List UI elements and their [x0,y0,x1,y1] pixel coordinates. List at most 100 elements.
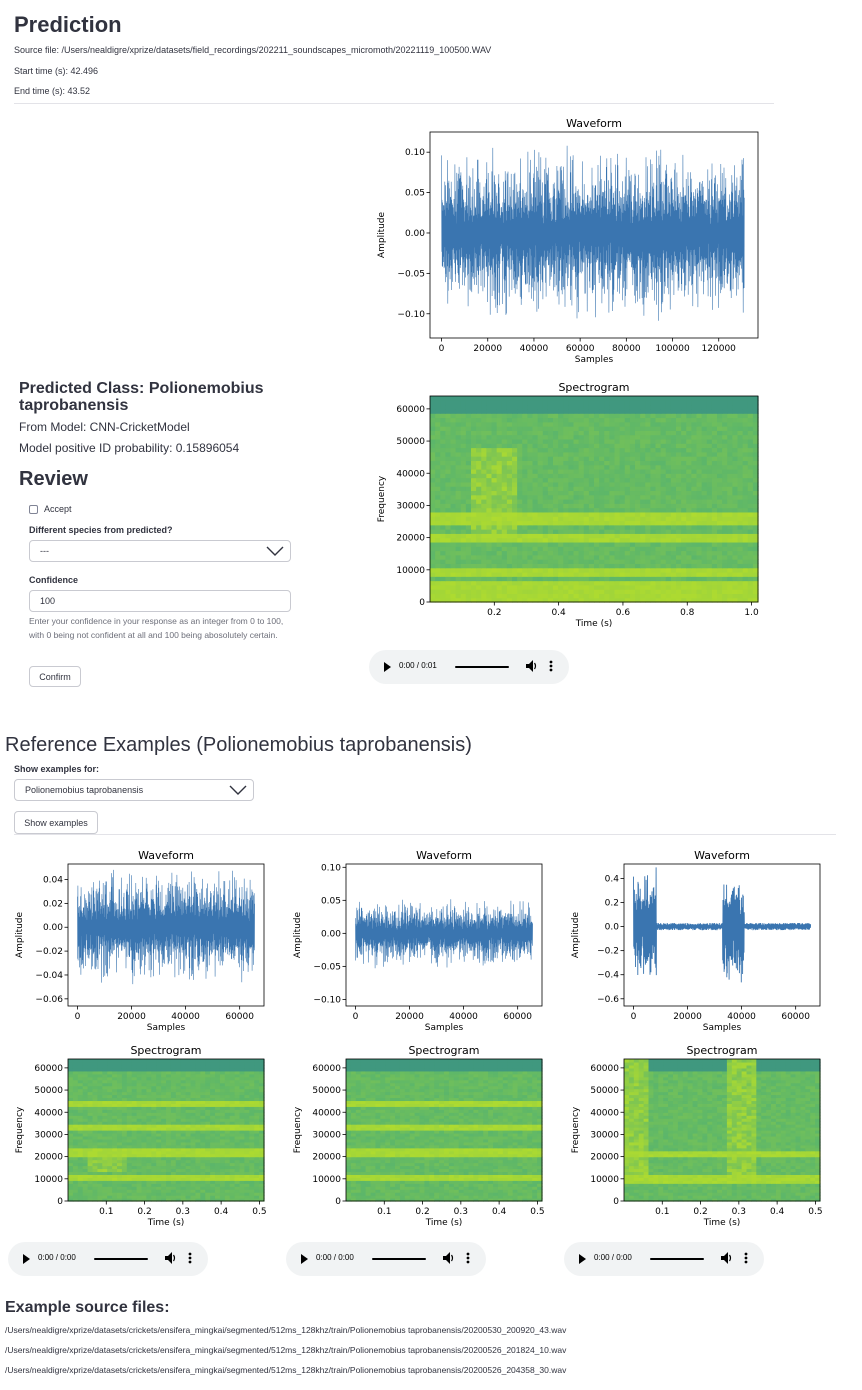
spectrogram-cell [686,486,692,492]
spectrogram-cell [578,559,585,564]
spectrogram-cell [691,499,698,504]
spectrogram-cell [583,456,590,461]
spectrogram-cell [517,546,523,552]
spectrogram-cell [121,1165,128,1170]
spectrogram-cell [635,447,641,453]
spectrogram-cell [583,396,590,401]
spectrogram-cell [180,1106,187,1110]
main-audio-player[interactable]: 0:00 / 0:01 [369,650,569,684]
spectrogram-cell [219,1088,226,1093]
spectrogram-cell [72,1091,79,1096]
spectrogram-cell [491,426,498,431]
spectrogram-cell [588,426,595,431]
spectrogram-cell [486,430,493,436]
spectrogram-cell [156,1115,162,1119]
spectrogram-cell [87,1138,94,1143]
spectrogram-cell [68,1070,74,1075]
spectrogram-cell [635,554,641,560]
spectrogram-cell [440,434,446,440]
spectrogram-cell [229,1138,236,1143]
spectrogram-cell [244,1097,250,1102]
spectrogram-cell [496,396,503,401]
spectrogram-cell [465,430,472,436]
spectrogram-cell [568,456,575,461]
spectrogram-cell [107,1082,113,1087]
spectrogram-cell [151,1132,157,1137]
spectrogram-cell [747,511,754,517]
spectrogram-cell [166,1103,172,1107]
spectrogram-cell [752,511,759,517]
accept-checkbox-row[interactable]: Accept [29,504,72,514]
spectrogram-cell [645,417,651,423]
spectrogram-cell [665,481,672,487]
spectrogram-cell [670,597,677,603]
spectrogram-cell [112,1088,118,1093]
spectrogram-cell [219,1162,226,1167]
spectrogram-cell [660,473,667,479]
spectrogram-cell [180,1198,187,1202]
spectrogram-cell [496,490,503,496]
spectrogram-cell [435,524,441,530]
spectrogram-cell [450,451,457,457]
spectrogram-cell [435,503,441,509]
spectrogram-cell [568,490,575,496]
spectrogram-cell [175,1106,182,1110]
spectrogram-cell [701,408,708,414]
spectrogram-cell [244,1150,250,1155]
spectrogram-cell [532,511,539,517]
volume-icon[interactable] [525,659,537,673]
spectrogram-cell [681,584,687,590]
spectrogram-cell [594,481,600,487]
spectrogram-cell [141,1109,147,1113]
spectrogram-cell [701,507,708,513]
spectrogram-cell [234,1171,241,1175]
spectrogram-cell [175,1159,182,1164]
spectrogram-cell [614,396,621,401]
spectrogram-cell [522,486,528,492]
spectrogram-cell [259,1073,265,1078]
show-examples-button[interactable]: Show examples [14,811,98,834]
spectrogram-cell [681,464,687,470]
spectrogram-cell [717,533,723,539]
spectrogram-cell [563,580,569,586]
spectrogram-cell [645,481,651,487]
more-options-icon[interactable] [549,658,553,674]
spectrogram-cell [727,563,733,569]
spectrogram-cell [650,486,657,492]
spectrogram-cell [450,537,457,543]
spectrogram-cell [435,533,441,539]
species-select[interactable]: --- [29,540,291,562]
accept-checkbox[interactable] [29,504,38,514]
spectrogram-cell [450,417,457,423]
spectrogram-cell [676,597,682,603]
play-icon[interactable] [384,662,391,672]
spectrogram-cell [170,1100,177,1104]
spectrogram-cell [547,563,554,569]
spectrogram-cell [254,1103,260,1107]
spectrogram-cell [185,1144,192,1149]
spectrogram-cell [82,1162,89,1167]
spectrogram-cell [185,1097,192,1102]
spectrogram-cell [670,537,677,543]
spectrogram-cell [645,529,651,534]
confidence-input[interactable]: 100 [29,590,291,612]
spectrogram-cell [711,417,718,423]
spectrogram-cell [229,1130,236,1134]
spectrogram-cell [660,524,667,530]
spectrogram-cell [522,494,528,500]
spectrogram-cell [430,520,436,526]
audio-progress-bar[interactable] [455,666,509,668]
spectrogram-cell [655,516,662,522]
show-for-select[interactable]: Polionemobius taprobanensis [14,779,254,801]
review-heading: Review [19,468,88,490]
confirm-button[interactable]: Confirm [29,666,81,687]
spectrogram-cell [553,584,559,590]
spectrogram-cell [527,451,534,457]
spectrogram-cell [445,400,452,406]
spectrogram-cell [112,1150,118,1155]
spectrogram-cell [476,421,482,427]
spectrogram-cell [161,1118,167,1122]
spectrogram-cell [737,520,744,526]
spectrogram-cell [588,460,595,466]
spectrogram-cell [87,1183,94,1187]
